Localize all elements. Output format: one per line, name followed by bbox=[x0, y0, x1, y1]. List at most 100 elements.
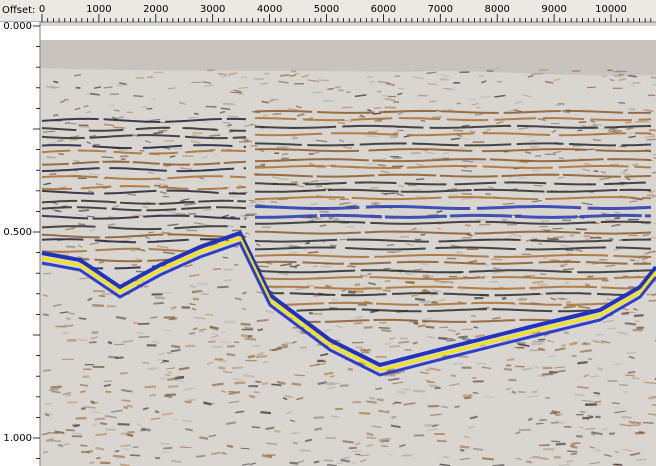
noise bbox=[381, 330, 391, 331]
noise bbox=[625, 323, 636, 324]
noise bbox=[133, 323, 138, 324]
noise bbox=[580, 411, 585, 412]
noise bbox=[355, 443, 360, 445]
noise bbox=[217, 360, 227, 361]
noise bbox=[525, 152, 531, 153]
noise bbox=[310, 204, 318, 205]
noise bbox=[101, 157, 113, 158]
noise bbox=[43, 314, 49, 315]
noise bbox=[614, 72, 624, 73]
noise bbox=[462, 238, 472, 239]
noise bbox=[348, 369, 353, 370]
noise bbox=[151, 99, 156, 100]
noise bbox=[532, 391, 537, 392]
reflector bbox=[255, 190, 651, 192]
noise bbox=[502, 298, 506, 299]
noise bbox=[260, 412, 271, 413]
noise bbox=[100, 423, 107, 424]
noise bbox=[80, 391, 86, 392]
noise bbox=[238, 88, 248, 89]
noise bbox=[443, 457, 449, 458]
time-tick-label: 0.500 bbox=[3, 227, 32, 238]
noise bbox=[256, 356, 267, 357]
noise bbox=[460, 447, 470, 448]
noise bbox=[389, 338, 395, 339]
noise bbox=[318, 80, 329, 81]
noise bbox=[290, 463, 299, 464]
noise bbox=[635, 433, 645, 434]
noise bbox=[571, 443, 580, 444]
noise bbox=[413, 391, 424, 392]
noise bbox=[206, 106, 217, 107]
noise bbox=[473, 392, 479, 393]
noise bbox=[432, 117, 442, 118]
noise bbox=[378, 165, 386, 166]
noise bbox=[108, 342, 112, 343]
noise bbox=[52, 392, 61, 393]
noise bbox=[79, 318, 86, 319]
noise bbox=[383, 268, 390, 269]
noise bbox=[556, 444, 566, 445]
noise bbox=[196, 456, 205, 457]
noise bbox=[447, 89, 455, 90]
noise bbox=[163, 196, 170, 197]
noise bbox=[551, 441, 560, 442]
noise bbox=[167, 372, 172, 374]
noise bbox=[540, 274, 546, 275]
noise bbox=[553, 237, 563, 238]
noise bbox=[359, 413, 370, 414]
noise bbox=[171, 346, 180, 347]
noise bbox=[252, 427, 260, 428]
noise bbox=[327, 89, 334, 90]
noise bbox=[482, 458, 494, 459]
noise bbox=[565, 282, 569, 283]
noise bbox=[446, 340, 455, 341]
noise bbox=[117, 85, 129, 86]
noise bbox=[245, 328, 254, 329]
noise bbox=[538, 243, 542, 244]
noise bbox=[46, 157, 55, 158]
noise bbox=[552, 228, 562, 229]
noise bbox=[114, 110, 120, 111]
noise bbox=[579, 122, 587, 123]
noise bbox=[355, 317, 363, 318]
noise bbox=[577, 362, 587, 363]
noise bbox=[207, 70, 215, 71]
noise bbox=[379, 328, 390, 329]
ruler-tick-label: 4000 bbox=[257, 4, 282, 15]
noise bbox=[622, 417, 632, 418]
noise bbox=[397, 392, 406, 393]
noise bbox=[80, 385, 88, 386]
noise bbox=[127, 194, 136, 195]
noise bbox=[305, 243, 309, 244]
ruler-tick-label: 6000 bbox=[371, 4, 396, 15]
ruler-tick-label: 0 bbox=[39, 4, 45, 15]
noise bbox=[377, 91, 381, 92]
noise bbox=[133, 215, 144, 216]
noise bbox=[294, 375, 305, 376]
noise bbox=[242, 292, 246, 293]
noise bbox=[439, 327, 448, 328]
noise bbox=[598, 368, 603, 370]
noise bbox=[420, 301, 430, 302]
noise bbox=[273, 114, 282, 115]
noise bbox=[398, 130, 404, 131]
noise bbox=[538, 284, 548, 285]
noise bbox=[79, 210, 89, 211]
noise bbox=[142, 106, 147, 107]
noise bbox=[366, 437, 376, 438]
noise bbox=[116, 317, 126, 319]
noise bbox=[254, 79, 264, 80]
noise bbox=[566, 302, 571, 303]
noise bbox=[612, 403, 620, 404]
noise bbox=[296, 288, 306, 289]
noise bbox=[53, 81, 58, 82]
noise bbox=[535, 156, 541, 157]
noise bbox=[626, 352, 636, 353]
noise bbox=[266, 263, 273, 264]
noise bbox=[124, 407, 128, 408]
noise bbox=[292, 384, 301, 385]
noise bbox=[508, 177, 513, 178]
noise bbox=[635, 260, 640, 261]
noise bbox=[414, 269, 422, 270]
